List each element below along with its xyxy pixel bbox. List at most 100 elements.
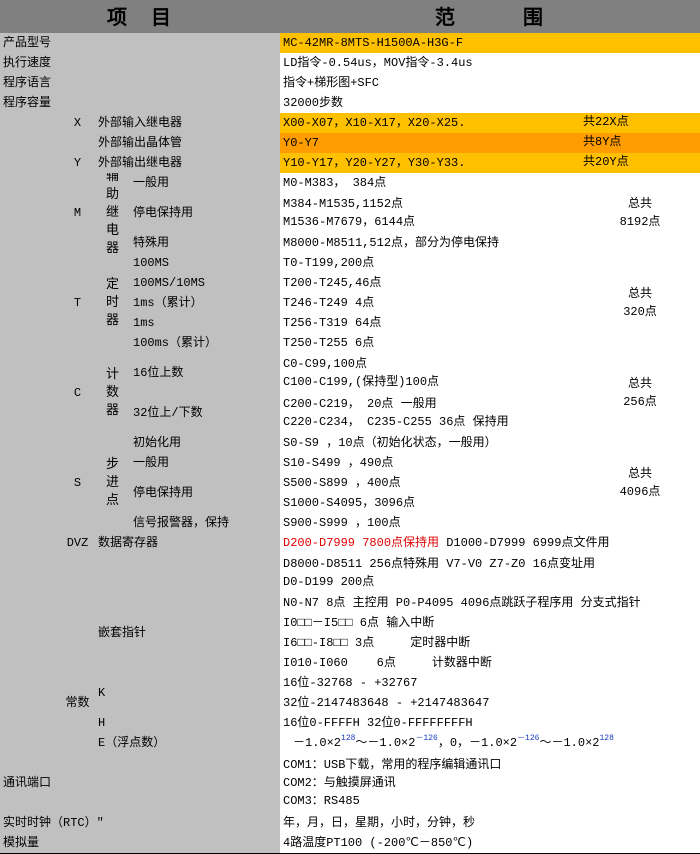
device-sub-label: 1ms（累计） (130, 293, 281, 314)
device-sub-label: 100ms（累计） (130, 333, 281, 354)
io-range: X00-X07，X10-X17，X20-X25. (283, 116, 466, 130)
blank-cell (95, 553, 281, 594)
comm-value: COM1：USB下载，常用的程序编辑通讯口 COM2：与触摸屏通讯 COM3：RS4… (280, 753, 700, 814)
cell-line: T200-T245,46点 (283, 276, 382, 290)
device-name: 定时器 (95, 253, 131, 354)
cell-line: D0-D199 200点 (283, 575, 375, 589)
device-sub-value: S0-S9 ，10点（初始化状态，一般用） (280, 433, 581, 454)
cell-line: M1536-M7679，6144点 (283, 215, 416, 229)
device-sub-value: C0-C99,100点 C100-C199,(保持型)100点 (280, 353, 581, 394)
formula-part: ，0，－1.0×2 (437, 736, 518, 750)
vertical-label: 辅助继电器 (105, 173, 119, 254)
cell-line: 320点 (623, 305, 657, 319)
device-sub-label: 初始化用 (130, 433, 281, 454)
device-value: D200-D7999 7800点保持用 D1000-D7999 6999点文件用 (280, 533, 700, 554)
formula-part: ～－1.0×2 (355, 736, 416, 750)
device-total: 总共 8192点 (580, 173, 700, 254)
device-sub-value: S1000-S4095，3096点 (280, 493, 581, 514)
cell-line: 32位-2147483648 - +2147483647 (283, 696, 490, 710)
row-value: MC-42MR-8MTS-H1500A-H3G-F (280, 33, 700, 54)
cell-line: COM2：与触摸屏通讯 (283, 776, 396, 790)
cell-line: 总共 (627, 377, 652, 391)
exponent: －126 (517, 734, 540, 743)
blank-cell (60, 553, 96, 594)
io-code: Y (60, 153, 96, 174)
device-code: C (60, 353, 96, 434)
device-sub-label: 一般用 (130, 453, 281, 474)
device-value: N0-N7 8点 主控用 P0-P4095 4096点跳跃子程序用 分支式指针 I… (280, 593, 700, 674)
cell-line: COM3：RS485 (283, 794, 360, 808)
header-range: 范 围 (280, 0, 700, 34)
value-line: D200-D7999 7800点保持用 D1000-D7999 6999点文件用 (283, 534, 697, 552)
device-name: 辅助继电器 (95, 173, 131, 254)
row-value: LD指令-0.54us，MOV指令-3.4us (280, 53, 700, 74)
const-h-label: H (95, 713, 281, 734)
rtc-label: 实时时钟（RTC）″ (0, 813, 281, 834)
exponent: －126 (415, 734, 438, 743)
header-item: 项 目 (0, 0, 281, 34)
blank-cell (0, 733, 61, 754)
device-sub-value: T256-T319 64点 (280, 313, 581, 334)
formula-part: ～－1.0×2 (539, 736, 600, 750)
device-total: 总共 256点 (580, 353, 700, 434)
cell-line: M0-M383， 384点 (283, 176, 387, 190)
group-blank (0, 113, 61, 174)
io-value: Y10-Y17，Y20-Y27，Y30-Y33. 共20Y点 (280, 153, 700, 174)
io-range: Y10-Y17，Y20-Y27，Y30-Y33. (283, 156, 466, 170)
device-sub-label: 16位上数 (130, 353, 281, 394)
row-label: 程序容量 (0, 93, 281, 114)
cell-line: 总共 (627, 467, 652, 481)
cell-line: T0-T199,200点 (283, 256, 375, 270)
device-sub-label: 停电保持用 (130, 473, 281, 514)
io-code (60, 133, 96, 154)
device-code: T (60, 253, 96, 354)
float-label: E（浮点数） (95, 733, 281, 754)
cell-line: M384-M1535,1152点 (283, 197, 404, 211)
device-code: M (60, 173, 96, 254)
blank-cell (60, 733, 96, 754)
group-blank (0, 173, 61, 534)
device-sub-label: 100MS (130, 253, 281, 274)
group-blank (0, 593, 61, 674)
cell-line: COM1：USB下载，常用的程序编辑通讯口 (283, 758, 502, 772)
rtc-value: 年，月，日，星期，小时，分钟，秒 (280, 813, 700, 834)
float-formula: －1.0×2128～－1.0×2－126，0，－1.0×2－126～－1.0×2… (283, 734, 697, 752)
cell-line: D8000-D8511 256点特殊用 V7-V0 Z7-Z0 16点变址用 (283, 557, 596, 571)
cell-line: M8000-M8511,512点，部分为停电保持 (283, 236, 500, 250)
group-blank (0, 673, 61, 734)
device-sub-value: C200-C219， 20点 一般用 C220-C234， C235-C255 3… (280, 393, 581, 434)
cell-line: N0-N7 8点 主控用 P0-P4095 4096点跳跃子程序用 分支式指针 (283, 596, 641, 610)
const-k-label: K (95, 673, 281, 714)
const-label: 常数 (60, 673, 96, 734)
io-range: Y0-Y7 (283, 136, 320, 150)
device-sub-value: S500-S899 ，400点 (280, 473, 581, 494)
cell-line: C100-C199,(保持型)100点 (283, 375, 440, 389)
row-value: 32000步数 (280, 93, 700, 114)
exponent: 128 (599, 734, 614, 743)
cell-line: C0-C99,100点 (283, 357, 368, 371)
cell-line: 256点 (623, 395, 657, 409)
device-sub-value: S10-S499 ，490点 (280, 453, 581, 474)
cell-line: T256-T319 64点 (283, 316, 382, 330)
device-sub-value: S900-S999 ，100点 (280, 513, 581, 534)
io-label: 外部输入继电器 (95, 113, 281, 134)
io-value: Y0-Y7 共8Y点 (280, 133, 700, 154)
cell-line: 总共 (627, 287, 652, 301)
retained-range: D200-D7999 7800点保持用 (283, 536, 440, 550)
device-value: D8000-D8511 256点特殊用 V7-V0 Z7-Z0 16点变址用 D0… (280, 553, 700, 594)
cell-line: C220-C234， C235-C255 36点 保持用 (283, 415, 509, 429)
exponent: 128 (341, 734, 356, 743)
row-value: 指令+梯形图+SFC (280, 73, 700, 94)
formula-part: －1.0×2 (293, 736, 342, 750)
device-label: 嵌套指针 (95, 593, 281, 674)
device-label: 数据寄存器 (95, 533, 281, 554)
device-sub-value: T200-T245,46点 (280, 273, 581, 294)
cell-line: I0□□－I5□□ 6点 输入中断 (283, 616, 435, 630)
device-name: 步进点 (95, 433, 131, 534)
const-h-value: 16位0-FFFFH 32位0-FFFFFFFFH (280, 713, 700, 734)
io-value: X00-X07，X10-X17，X20-X25. 共22X点 (280, 113, 700, 134)
vertical-label: 步进点 (105, 457, 119, 508)
group-blank (0, 533, 61, 594)
